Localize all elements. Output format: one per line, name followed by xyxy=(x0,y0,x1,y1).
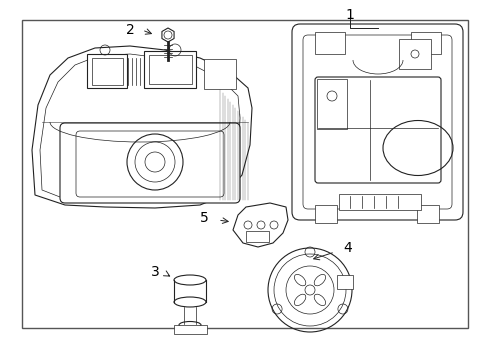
FancyBboxPatch shape xyxy=(315,77,441,183)
Text: 3: 3 xyxy=(150,265,159,279)
FancyBboxPatch shape xyxy=(399,39,431,69)
FancyBboxPatch shape xyxy=(148,54,192,84)
Text: 2: 2 xyxy=(125,23,134,37)
FancyBboxPatch shape xyxy=(337,275,353,289)
FancyBboxPatch shape xyxy=(144,51,196,88)
FancyBboxPatch shape xyxy=(173,324,206,333)
FancyBboxPatch shape xyxy=(87,54,127,88)
FancyBboxPatch shape xyxy=(411,32,441,54)
FancyBboxPatch shape xyxy=(417,205,439,223)
Text: 5: 5 xyxy=(199,211,208,225)
FancyBboxPatch shape xyxy=(315,205,337,223)
FancyBboxPatch shape xyxy=(315,32,345,54)
FancyBboxPatch shape xyxy=(204,59,236,89)
FancyBboxPatch shape xyxy=(292,24,463,220)
FancyBboxPatch shape xyxy=(339,194,421,210)
Text: 4: 4 xyxy=(343,241,352,255)
FancyBboxPatch shape xyxy=(303,35,452,209)
FancyBboxPatch shape xyxy=(317,79,347,129)
FancyBboxPatch shape xyxy=(92,58,122,85)
FancyBboxPatch shape xyxy=(245,230,269,242)
Bar xyxy=(22,20,468,328)
FancyBboxPatch shape xyxy=(60,123,240,203)
FancyBboxPatch shape xyxy=(76,131,224,197)
Text: 1: 1 xyxy=(345,8,354,22)
